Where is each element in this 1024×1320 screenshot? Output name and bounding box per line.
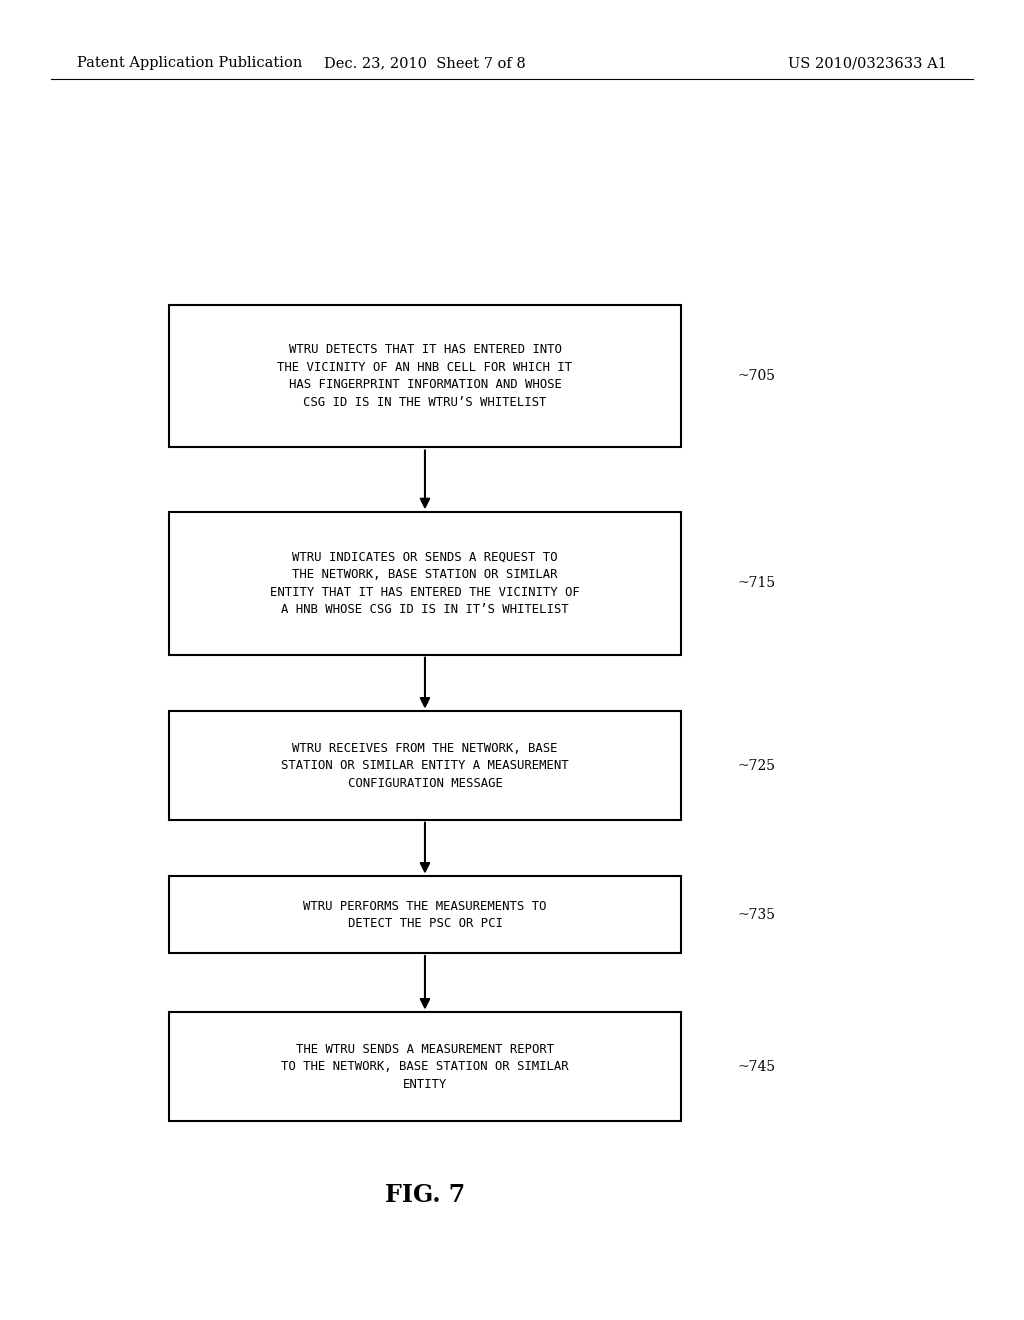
Text: Dec. 23, 2010  Sheet 7 of 8: Dec. 23, 2010 Sheet 7 of 8: [324, 57, 526, 70]
Bar: [169, 512, 681, 655]
Text: US 2010/0323633 A1: US 2010/0323633 A1: [788, 57, 947, 70]
Text: ~745: ~745: [737, 1060, 775, 1073]
Text: FIG. 7: FIG. 7: [385, 1183, 465, 1206]
Text: WTRU PERFORMS THE MEASUREMENTS TO
DETECT THE PSC OR PCI: WTRU PERFORMS THE MEASUREMENTS TO DETECT…: [303, 899, 547, 931]
Bar: [169, 1012, 681, 1121]
Text: Patent Application Publication: Patent Application Publication: [77, 57, 302, 70]
Text: WTRU DETECTS THAT IT HAS ENTERED INTO
THE VICINITY OF AN HNB CELL FOR WHICH IT
H: WTRU DETECTS THAT IT HAS ENTERED INTO TH…: [278, 343, 572, 409]
Bar: [169, 711, 681, 820]
Text: WTRU INDICATES OR SENDS A REQUEST TO
THE NETWORK, BASE STATION OR SIMILAR
ENTITY: WTRU INDICATES OR SENDS A REQUEST TO THE…: [270, 550, 580, 616]
Text: ~715: ~715: [737, 577, 775, 590]
Text: WTRU RECEIVES FROM THE NETWORK, BASE
STATION OR SIMILAR ENTITY A MEASUREMENT
CON: WTRU RECEIVES FROM THE NETWORK, BASE STA…: [282, 742, 568, 789]
Text: THE WTRU SENDS A MEASUREMENT REPORT
TO THE NETWORK, BASE STATION OR SIMILAR
ENTI: THE WTRU SENDS A MEASUREMENT REPORT TO T…: [282, 1043, 568, 1090]
Text: ~735: ~735: [737, 908, 775, 921]
Bar: [169, 305, 681, 447]
Text: ~725: ~725: [737, 759, 775, 772]
Bar: [169, 876, 681, 953]
Text: ~705: ~705: [737, 370, 775, 383]
